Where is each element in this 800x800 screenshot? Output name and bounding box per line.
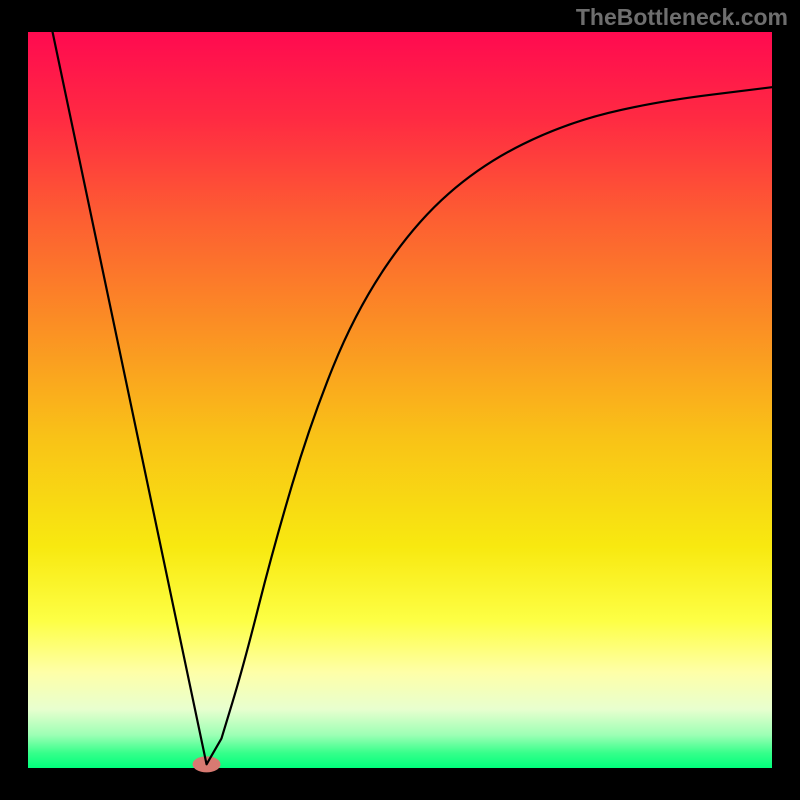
- bottleneck-chart: [0, 0, 800, 800]
- chart-container: TheBottleneck.com: [0, 0, 800, 800]
- plot-area: [28, 32, 772, 768]
- watermark-text: TheBottleneck.com: [576, 4, 788, 31]
